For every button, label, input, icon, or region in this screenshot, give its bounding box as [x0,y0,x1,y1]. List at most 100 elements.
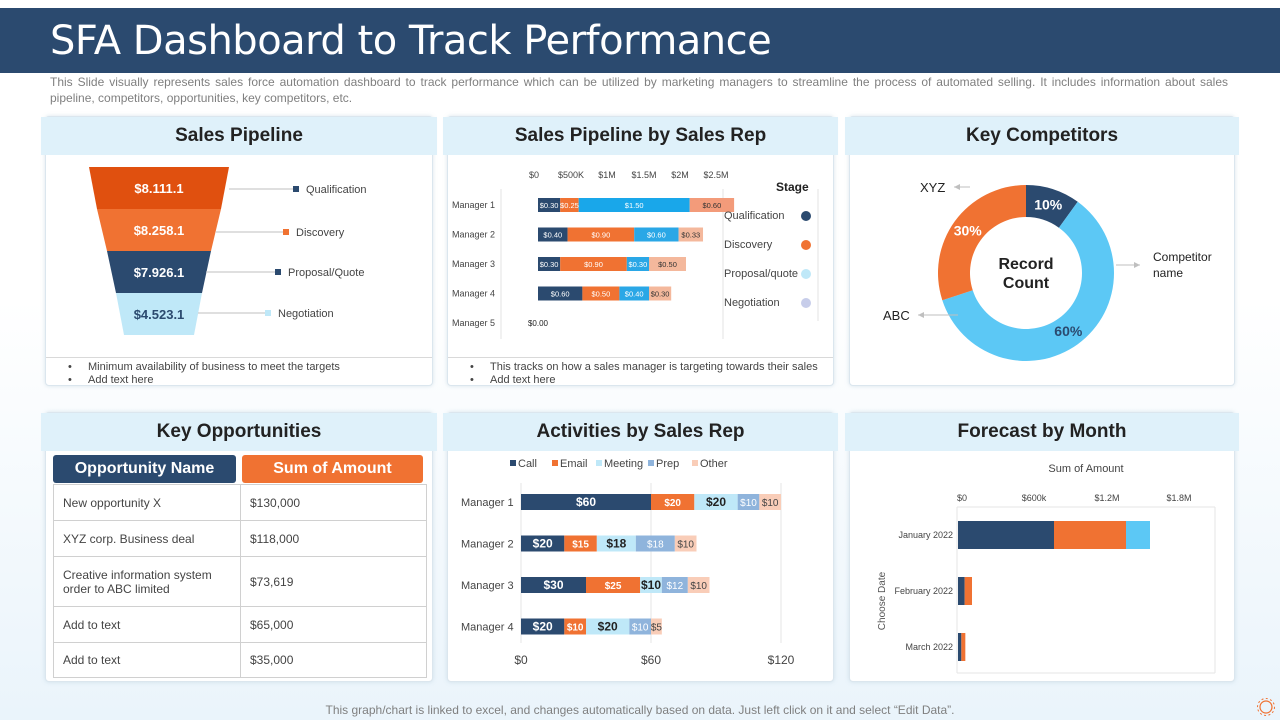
key-opportunities-title: Key Opportunities [41,413,437,451]
forecast-bar-segment[interactable] [958,577,965,605]
funnel-stage[interactable] [107,251,211,293]
table-row[interactable]: Creative information system order to ABC… [54,556,426,606]
axis-tick-label: $2M [671,170,689,180]
activity-bar-segment[interactable] [694,494,738,510]
pipeline-bar-segment[interactable] [649,257,686,271]
activity-bar-segment[interactable] [564,535,597,552]
activity-bar-label: $5 [651,623,663,634]
month-label: March 2022 [905,642,953,652]
activity-bar-segment[interactable] [687,577,710,593]
forecast-bar-segment[interactable] [964,577,972,605]
funnel-label: Discovery [296,227,345,239]
activity-bar-segment[interactable] [635,535,675,552]
sales-pipeline-panel[interactable]: Sales Pipeline $8.111.1 Qualification $8.2… [41,116,437,386]
axis-tick-label: $1.2M [1094,493,1119,503]
manager-label: Manager 1 [452,200,495,210]
leader-arrow [954,184,960,190]
pipeline-bar-segment[interactable] [678,227,704,242]
activity-bar-segment[interactable] [521,535,565,552]
pipeline-bar-segment[interactable] [560,198,579,212]
amount-cell: $118,000 [250,531,300,546]
amount-cell: $35,000 [250,653,294,667]
activity-bar-segment[interactable] [596,535,636,552]
pipeline-bar-segment[interactable] [538,198,561,212]
activity-bar-segment[interactable] [564,618,586,635]
forecast-bar-segment[interactable] [961,633,966,661]
pipeline-bar-segment[interactable] [578,198,690,212]
table-row[interactable]: New opportunity X $130,000 [54,485,426,520]
activity-bar-segment[interactable] [640,577,662,593]
activity-bar-segment[interactable] [737,494,760,510]
activity-bar-segment[interactable] [521,618,565,635]
sum-of-amount-header[interactable]: Sum of Amount [242,455,423,483]
funnel-label: Qualification [306,184,367,196]
forecast-panel[interactable]: Forecast by Month Sum of Amount $0 $600k $1… [845,412,1239,682]
pipeline-bar-segment[interactable] [649,286,672,301]
funnel-stage[interactable] [89,167,229,209]
axis-tick-label: $1M [598,170,616,180]
pipeline-bar-segment[interactable] [538,227,568,242]
activities-panel[interactable]: Activities by Sales Rep Call Email Meeting… [443,412,838,682]
activity-bar-segment[interactable] [629,618,651,635]
pipeline-bar-label: $1.50 [625,201,644,210]
key-competitors-panel[interactable]: Key Competitors 10% 60% 30% Record Count XYZ C… [845,116,1239,386]
activities-chart[interactable]: Call Email Meeting Prep Other $0 $60 $120 Manage… [448,453,833,681]
funnel-stage[interactable] [116,293,202,335]
pipeline-bar-label: $0.60 [703,201,722,210]
funnel-stage[interactable] [97,209,221,251]
donut-slice[interactable] [942,201,1114,361]
amount-cell: $65,000 [250,617,294,632]
note-item: This tracks on how a sales manager is ta… [470,361,833,374]
pipeline-bar-segment[interactable] [626,257,649,271]
pipeline-by-rep-panel[interactable]: Sales Pipeline by Sales Rep $0 $500K $1M $1… [443,116,838,387]
key-competitors-donut[interactable]: 10% 60% 30% Record Count XYZ Competitor name ABC [850,157,1234,385]
legend-dot [801,240,811,250]
page-title: SFA Dashboard to Track Performance [50,18,772,64]
donut-center-label: Record [998,256,1053,273]
activity-bar-segment[interactable] [651,494,695,510]
forecast-bar-segment[interactable] [958,633,962,661]
pipeline-bar-segment[interactable] [567,227,635,242]
pipeline-bar-segment[interactable] [582,286,620,301]
table-row[interactable]: Add to text $65,000 [54,606,426,642]
pipeline-bar-segment[interactable] [560,257,627,271]
funnel-label: Negotiation [278,308,334,320]
pipeline-by-rep-title: Sales Pipeline by Sales Rep [443,117,838,155]
table-row[interactable]: XYZ corp. Business deal $118,000 [54,520,426,556]
activity-bar-segment[interactable] [586,577,641,593]
donut-slice[interactable] [938,185,1026,301]
key-opportunities-panel[interactable]: Key Opportunities Opportunity Name Sum o… [41,412,437,682]
forecast-chart[interactable]: Sum of Amount $0 $600k $1.2M $1.8M January 20… [850,453,1234,681]
sales-pipeline-title: Sales Pipeline [41,117,437,155]
table-row[interactable]: Add to text $35,000 [54,642,426,677]
pipeline-bar-segment[interactable] [538,286,583,301]
forecast-bar-segment[interactable] [1126,521,1150,549]
axis-tick-label: $600k [1022,493,1047,503]
pipeline-bar-segment[interactable] [689,198,735,212]
pipeline-bar-segment[interactable] [619,286,649,301]
activity-bar-segment[interactable] [521,577,586,593]
activity-bar-segment[interactable] [674,535,697,552]
activity-bar-segment[interactable] [661,577,688,593]
forecast-title: Forecast by Month [845,413,1239,451]
opportunity-name-cell: Add to text [54,643,241,677]
opportunity-name-header[interactable]: Opportunity Name [53,455,236,483]
activity-bar-segment[interactable] [521,494,651,510]
manager-label: Manager 3 [461,580,514,592]
forecast-bar-segment[interactable] [958,521,1054,549]
legend-dot [801,269,811,279]
funnel-label: Proposal/Quote [288,267,364,279]
pipeline-bar-label: $0.60 [647,231,666,240]
sales-pipeline-funnel[interactable]: $8.111.1 Qualification $8.258.1 Discovery $7… [46,161,432,361]
pipeline-bar-segment[interactable] [634,227,679,242]
activity-bar-segment[interactable] [759,494,781,510]
activity-bar-segment[interactable] [651,618,662,635]
donut-slice[interactable] [1026,185,1078,228]
forecast-bar-segment[interactable] [1054,521,1126,549]
leader-arrow [1134,262,1140,268]
note-item: Add text here [470,374,833,387]
activity-bar-segment[interactable] [586,618,630,635]
pipeline-bar-segment[interactable] [538,257,561,271]
pipeline-bar-label: $0.30 [651,290,670,299]
